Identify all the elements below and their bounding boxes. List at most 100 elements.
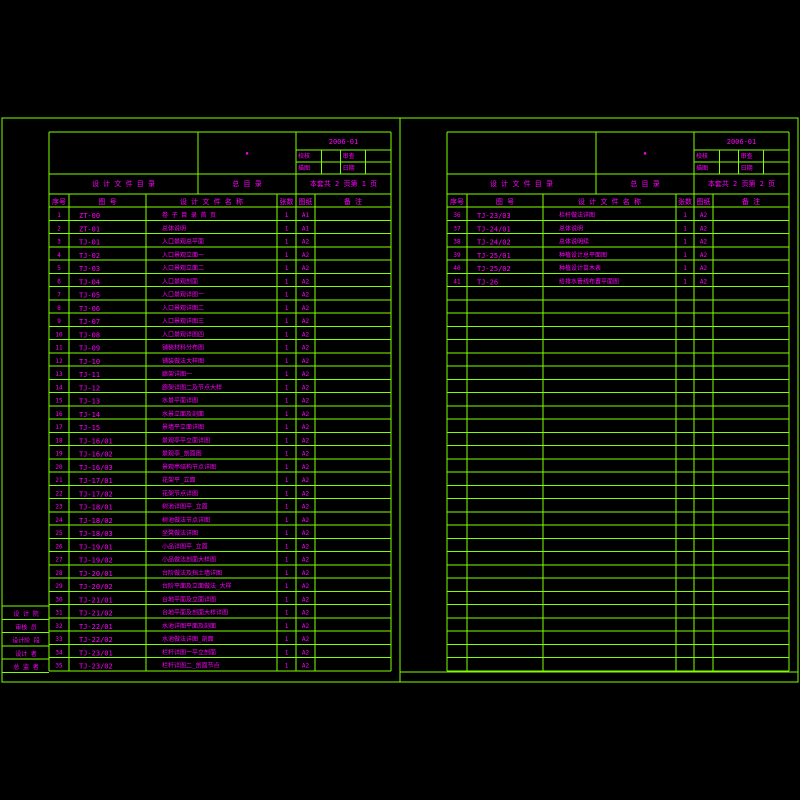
sheet1-row-15-no: 16 <box>55 411 63 418</box>
sheet1-row-29-sheets: 1 <box>285 596 289 603</box>
sheet1-row-13-size: A2 <box>302 384 310 391</box>
sheet2-row-1-drawing-no: TJ-24/01 <box>477 225 511 233</box>
sheet1-row-17-sheets: 1 <box>285 437 289 444</box>
sheet2-row-3-sheets: 1 <box>683 252 687 259</box>
sheet1-row-1-size: A1 <box>302 225 310 232</box>
sheet1-header-2: 设 计 文 件 名 称 <box>180 197 243 206</box>
sheet1-row-26-sheets: 1 <box>285 557 289 564</box>
sheet1-row-12-size: A2 <box>302 371 310 378</box>
sheet1-row-1-sheets: 1 <box>285 225 289 232</box>
sheet1-label-date: 日期 <box>343 164 355 172</box>
sheet1-row-22-sheets: 1 <box>285 504 289 511</box>
sheet1-row-14-size: A2 <box>302 398 310 405</box>
sheet1-row-14-sheets: 1 <box>285 398 289 405</box>
sheet1-row-30-size: A2 <box>302 610 310 617</box>
sheet2-row-1-size: A2 <box>700 225 708 232</box>
sheet2-row-2-name: 总体说明续 <box>559 238 589 246</box>
sheet1-row-25-sheets: 1 <box>285 543 289 550</box>
sheet1-row-25-name: 小品详图平_立面 <box>162 542 208 550</box>
sheet2-row-0-no: 36 <box>453 212 461 219</box>
sheet1-row-20-name: 花架平_立面 <box>162 476 196 484</box>
sheet2-row-0-name: 栏杆做法详图 <box>559 211 595 219</box>
sheet1-row-32-size: A2 <box>302 636 310 643</box>
sheet1-row-31-no: 32 <box>55 623 63 630</box>
sheet1-header-1: 图 号 <box>98 198 116 206</box>
sheet1-row-8-sheets: 1 <box>285 318 289 325</box>
sheet2-header-5: 备 注 <box>742 197 760 206</box>
sheet1-row-34-sheets: 1 <box>285 663 289 670</box>
sheet1-row-5-no: 6 <box>57 278 61 285</box>
sheet1-row-4-name: 入口景观立面二 <box>162 264 204 272</box>
sheet1-row-3-no: 4 <box>57 252 61 259</box>
sheet2-row-5-sheets: 1 <box>683 278 687 285</box>
sheet1-row-16-no: 17 <box>55 424 63 431</box>
sheet1-row-4-size: A2 <box>302 265 310 272</box>
sheet1-row-17-name: 景观亭平立面详图 <box>162 436 210 444</box>
sheet1-row-11-drawing-no: TJ-10 <box>79 358 100 366</box>
sheet1-row-20-no: 21 <box>55 477 63 484</box>
sheet1-row-28-name: 台阶平面及立面做法_大样 <box>162 582 232 590</box>
sheet1-row-34-no: 35 <box>55 663 63 670</box>
sheet1-label-review: 审查 <box>343 152 355 160</box>
sheet1-row-21-sheets: 1 <box>285 490 289 497</box>
sheet1-row-24-no: 25 <box>55 530 63 537</box>
sheet2-header-3: 张数 <box>678 197 692 206</box>
sheet1-row-24-sheets: 1 <box>285 530 289 537</box>
sheet1-row-4-no: 5 <box>57 265 61 272</box>
sheet2-row-0-size: A2 <box>700 212 708 219</box>
sheet2-title-dot: ▪ <box>643 150 647 157</box>
sheet1-row-20-size: A2 <box>302 477 310 484</box>
sheet1-row-27-sheets: 1 <box>285 570 289 577</box>
sheet1-row-25-size: A2 <box>302 543 310 550</box>
sheet1-row-10-drawing-no: TJ-09 <box>79 345 100 353</box>
sheet1-header-0: 序号 <box>52 197 66 206</box>
sheet1-row-31-sheets: 1 <box>285 623 289 630</box>
sheet1-row-6-no: 7 <box>57 292 61 299</box>
sheet1-row-34-drawing-no: TJ-23/02 <box>79 663 113 671</box>
sheet1-row-32-no: 33 <box>55 636 63 643</box>
sheet1-row-2-no: 3 <box>57 239 61 246</box>
sheet1-row-3-sheets: 1 <box>285 252 289 259</box>
sheet2-header-4: 图纸 <box>697 197 711 206</box>
sheet1-row-9-no: 10 <box>55 331 63 338</box>
sheet2-label-review: 审查 <box>741 152 753 160</box>
sheet1-row-7-drawing-no: TJ-06 <box>79 305 100 313</box>
sheet1-row-28-no: 29 <box>55 583 63 590</box>
sheet1-row-29-name: 台地平面及立面详图 <box>162 595 216 603</box>
sheet1-row-32-sheets: 1 <box>285 636 289 643</box>
sheet1-row-6-drawing-no: TJ-05 <box>79 292 100 300</box>
sheet1-row-19-size: A2 <box>302 464 310 471</box>
sheet1-page-info: 本套共 2 页第 1 页 <box>310 179 377 188</box>
sheet1-row-22-size: A2 <box>302 504 310 511</box>
sheet1-row-2-size: A2 <box>302 239 310 246</box>
sheet2-row-0-sheets: 1 <box>683 212 687 219</box>
sheet1-side-label-2: 设计阶 段 <box>12 637 40 645</box>
sheet1-row-23-name: 树池做法节点详图 <box>162 516 210 524</box>
sheet1-row-16-name: 景墙平立面详图 <box>162 423 204 431</box>
sheet1-row-30-drawing-no: TJ-21/02 <box>79 610 113 618</box>
sheet1-row-16-drawing-no: TJ-15 <box>79 424 100 432</box>
sheet1-row-17-no: 18 <box>55 437 63 444</box>
sheet1-row-34-size: A2 <box>302 663 310 670</box>
sheet1-row-19-no: 20 <box>55 464 63 471</box>
sheet1-row-17-drawing-no: TJ-16/01 <box>79 437 113 445</box>
sheet1-row-0-name: 卷 子 目 录 首 页 <box>162 211 216 219</box>
sheet1-row-5-sheets: 1 <box>285 278 289 285</box>
sheet1-row-18-drawing-no: TJ-16/02 <box>79 451 113 459</box>
sheet1-row-6-name: 入口景观详图一 <box>162 291 204 299</box>
sheet1-row-33-name: 栏杆详图一平立剖面 <box>162 648 216 656</box>
sheet1-row-20-drawing-no: TJ-17/01 <box>79 477 113 485</box>
sheet1-header-3: 张数 <box>280 197 294 206</box>
sheet1-row-8-no: 9 <box>57 318 61 325</box>
sheet1-row-12-no: 13 <box>55 371 63 378</box>
sheet1-side-label-0: 设 计 院 <box>13 610 38 618</box>
sheet1-row-26-drawing-no: TJ-19/02 <box>79 557 113 565</box>
sheet1-row-18-sheets: 1 <box>285 451 289 458</box>
sheet1-row-31-drawing-no: TJ-22/01 <box>79 623 113 631</box>
sheet1-row-20-sheets: 1 <box>285 477 289 484</box>
sheet1-row-25-drawing-no: TJ-19/01 <box>79 543 113 551</box>
sheet2-row-4-name: 种植设计苗木表 <box>559 264 601 272</box>
sheet1-row-28-drawing-no: TJ-20/02 <box>79 583 113 591</box>
sheet1-row-2-name: 入口景观总平面 <box>162 238 204 246</box>
sheet1-row-3-name: 入口景观立面一 <box>162 251 204 259</box>
